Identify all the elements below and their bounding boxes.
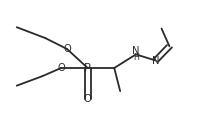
Text: P: P <box>84 63 91 73</box>
Text: O: O <box>84 94 92 104</box>
Text: O: O <box>63 44 71 54</box>
Text: N: N <box>132 46 140 56</box>
Text: N: N <box>152 55 159 66</box>
Text: O: O <box>57 63 65 73</box>
Text: H: H <box>133 53 139 62</box>
